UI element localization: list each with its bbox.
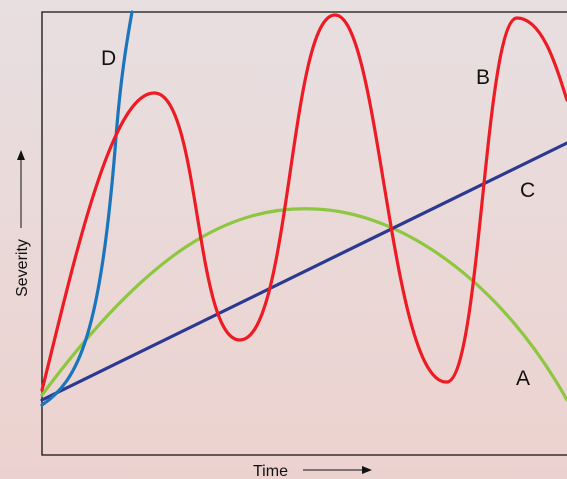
curve-label: C: [520, 179, 535, 202]
curve-label: D: [101, 47, 116, 70]
plot-frame: [41, 11, 567, 456]
curve-c: [40, 141, 567, 402]
curve-b: [40, 13, 567, 392]
y-axis-label: Severity: [14, 239, 31, 297]
curve-label: B: [476, 66, 490, 89]
x-axis-label: Time: [253, 463, 288, 479]
y-arrowhead: [17, 150, 25, 160]
x-arrowhead: [362, 466, 372, 474]
curve-d: [40, 10, 134, 407]
curve-label: A: [516, 367, 530, 390]
curve-a: [40, 207, 567, 402]
